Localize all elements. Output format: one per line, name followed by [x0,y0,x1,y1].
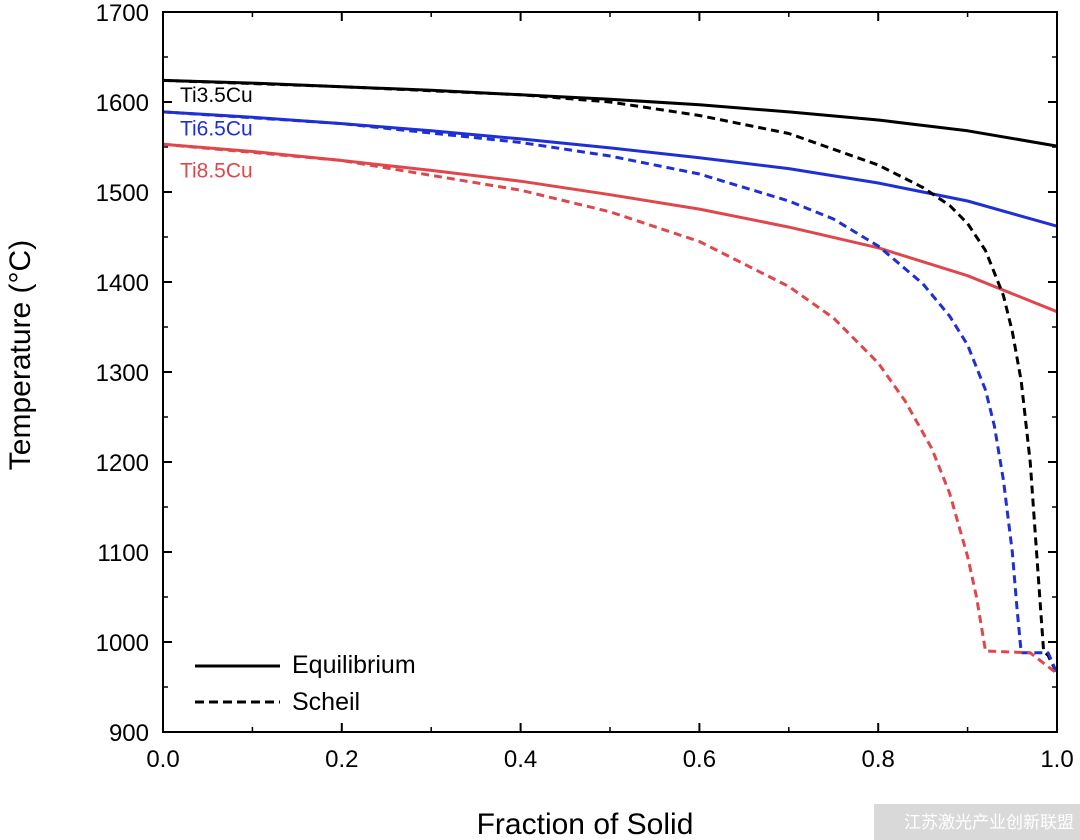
y-tick-label: 1100 [97,540,149,567]
y-tick-label: 1500 [96,180,149,207]
series-line-3 [162,78,1059,675]
y-tick-label: 1700 [96,0,149,27]
series-line-4 [162,110,1059,675]
x-tick-label: 0.2 [325,746,358,773]
y-tick-label: 1200 [96,450,149,477]
legend: Equilibrium Scheil [195,651,416,716]
ticks-layer [162,11,1058,733]
series-annotation-0: Ti3.5Cu [180,84,253,107]
y-tick-label: 1400 [96,270,149,297]
watermark: 江苏激光产业创新联盟 [904,813,1074,832]
series-line-5 [162,142,1058,675]
y-tick-label: 1000 [96,630,149,657]
y-tick-label: 900 [109,720,149,747]
watermark-background [874,804,1080,840]
legend-scheil-label: Scheil [292,688,360,716]
series-annotation-1: Ti6.5Cu [180,117,253,140]
y-axis-title: Temperature (°C) [4,240,37,470]
x-tick-label: 0.8 [862,746,895,773]
series-annotation-2: Ti8.5Cu [180,160,253,183]
x-tick-label: 0.0 [146,746,179,773]
series-layer [162,78,1059,675]
plot-frame [162,11,1058,733]
x-tick-label: 0.4 [504,746,537,773]
x-tick-label: 0.6 [683,746,716,773]
y-tick-label: 1600 [96,90,149,117]
labels-layer: 0.0 0.2 0.4 0.6 0.8 1.0 900 1000 1100 1200 1300 140… [96,0,1074,773]
y-tick-label: 1300 [96,360,149,387]
x-tick-label: 1.0 [1040,746,1073,773]
legend-equilibrium-label: Equilibrium [292,651,416,679]
x-axis-title: Fraction of Solid [477,808,694,840]
